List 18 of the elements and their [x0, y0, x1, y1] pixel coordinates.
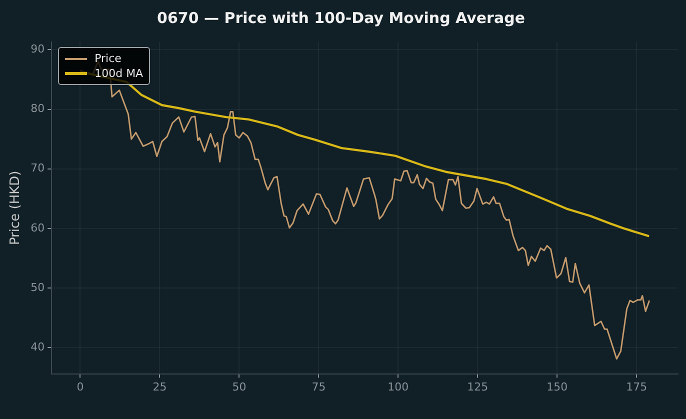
y-tick-label: 60	[30, 221, 45, 234]
y-tick-label: 40	[30, 340, 45, 354]
x-tick-label: 125	[467, 380, 488, 394]
y-axis-title: Price (HKD)	[8, 170, 24, 246]
chart-title: 0670 — Price with 100-Day Moving Average	[157, 8, 525, 27]
x-tick-label: 75	[312, 380, 326, 394]
legend-label: Price	[94, 51, 122, 66]
x-tick-label: 0	[76, 380, 84, 394]
y-tick-label: 80	[30, 102, 45, 116]
x-tick-label: 25	[152, 380, 167, 394]
x-tick-label: 175	[626, 380, 648, 394]
y-tick-label: 50	[30, 280, 45, 294]
x-tick-label: 50	[232, 380, 246, 394]
y-tick-label: 70	[30, 162, 45, 175]
y-tick-label: 90	[30, 42, 45, 56]
x-tick-label: 100	[388, 380, 409, 394]
legend-label: 100d MA	[94, 66, 144, 81]
x-tick-label: 150	[546, 380, 568, 394]
